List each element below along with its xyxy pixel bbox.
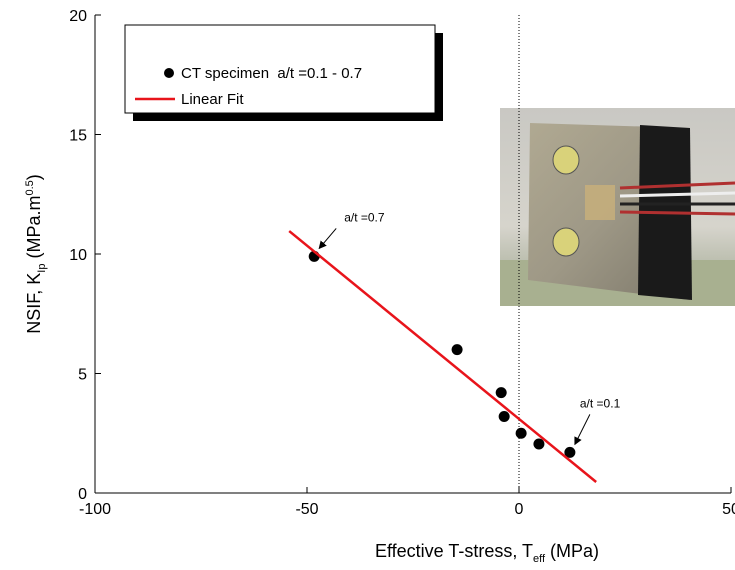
y-axis-label-mid: (MPa.m [24,196,44,264]
y-axis-label-text: NSIF, K [24,273,44,334]
data-point [564,446,576,458]
legend-label: CT specimen a/t =0.1 - 0.7 [181,65,362,82]
annotation: a/t =0.1 [580,396,621,410]
x-tick-label: -100 [79,501,111,518]
y-tick-label: 15 [69,128,87,145]
x-axis-label-text: Effective T-stress, T [375,541,533,561]
legend-box [124,24,436,114]
fit-line [288,230,597,483]
y-tick-label: 5 [78,367,87,384]
data-point [533,438,545,450]
data-point [451,344,463,356]
legend-marker [164,68,174,78]
y-tick-label: 20 [69,8,87,25]
x-axis-label: Effective T-stress, Teff (MPa) [375,541,599,565]
annotation-arrow [318,228,337,250]
annotation-arrow [574,414,591,446]
legend-label: Linear Fit [181,91,244,108]
annotation: a/t =0.7 [344,210,385,224]
x-tick-label: -50 [295,501,318,518]
y-tick-label: 10 [69,247,87,264]
y-axis-label-sub: Ip [36,264,48,273]
photo-inset [500,108,735,306]
x-axis-label-sub: eff [533,553,546,565]
x-axis-label-end: (MPa) [545,541,599,561]
y-axis-label-end: ) [24,174,44,180]
data-point [498,411,510,423]
data-point [515,427,527,439]
y-axis-label: NSIF, KIp (MPa.m0.5) [24,174,48,334]
x-tick-label: 0 [515,501,524,518]
y-tick-label: 0 [78,486,87,503]
y-axis-label-sup: 0.5 [24,180,36,195]
x-tick-label: 50 [722,501,735,518]
data-point [495,387,507,399]
